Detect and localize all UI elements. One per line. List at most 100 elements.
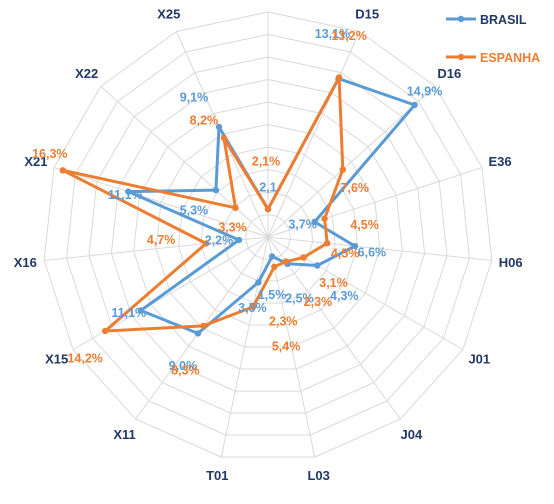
point-espanha-x15 [102, 327, 109, 335]
data-label-espanha-x16: 4,7% [147, 233, 176, 247]
point-brasil-x15 [137, 307, 144, 314]
series-line-espanha [61, 75, 345, 333]
point-brasil-l03 [268, 253, 276, 260]
category-label-j04: J04 [401, 427, 423, 442]
grid-ring [245, 213, 291, 260]
grid-ring [155, 123, 381, 348]
data-label-brasil-e36: 3,7% [288, 217, 317, 231]
category-label-a85: A85 [256, 0, 280, 1]
data-label-brasil-t01: 3,5% [238, 301, 267, 315]
grid-spoke [267, 236, 464, 350]
legend-item-espanha[interactable]: ESPANHA [446, 51, 540, 65]
data-label-brasil-a85: 2,1 [259, 181, 276, 195]
point-espanha-x21 [59, 167, 66, 174]
grid-ring [88, 56, 448, 414]
data-label-espanha-x25: 8,2% [190, 113, 219, 127]
point-espanha-j04 [282, 258, 290, 265]
data-label-espanha-h06: 4,5% [331, 247, 360, 261]
data-label-brasil-x25: 9,1% [180, 91, 209, 105]
grid-spoke [267, 236, 492, 261]
data-label-espanha-l03: 2,3% [269, 314, 298, 328]
data-label-brasil-x16: 2,2% [205, 234, 234, 248]
legend-marker-espanha [457, 53, 465, 61]
data-label-espanha-d16: 7,6% [341, 181, 370, 195]
category-label-x22: X22 [75, 66, 98, 81]
point-brasil-x25 [215, 123, 223, 131]
radar-grid [43, 11, 493, 458]
data-labels: 2,1 13,1% 14,9% 3,7% 6,6% 4,3% 2,5%1,5%3,5% 9,0… [32, 27, 442, 377]
grid-spoke [44, 236, 269, 261]
data-label-espanha-e36: 4,5% [350, 218, 379, 232]
category-label-x16: X16 [14, 255, 37, 270]
grid-spoke [72, 236, 269, 350]
grid-spoke [267, 167, 483, 238]
point-espanha-e36 [321, 215, 328, 222]
data-label-espanha-x11: 8,3% [171, 363, 200, 377]
legend-marker-brasil [457, 15, 465, 23]
data-label-espanha-x22: 3,3% [218, 220, 247, 234]
point-espanha-h06 [324, 240, 331, 247]
point-espanha-a85 [264, 206, 272, 213]
point-espanha-x25 [220, 134, 228, 142]
data-label-brasil-x21: 11,1% [108, 188, 143, 202]
data-label-brasil-l03: 1,5% [258, 288, 287, 302]
point-brasil-h06 [351, 242, 359, 250]
data-label-brasil-j04: 2,5% [285, 291, 314, 305]
point-espanha-x22 [232, 204, 239, 211]
grid-ring [177, 146, 359, 326]
grid-ring [133, 101, 403, 370]
point-brasil-e36 [311, 218, 318, 226]
data-label-brasil-d15: 13,1% [315, 27, 350, 41]
data-label-brasil-x11: 9,0% [169, 359, 198, 373]
data-label-brasil-x22: 5,3% [180, 204, 209, 218]
point-espanha-x11 [200, 322, 207, 330]
legend-item-brasil[interactable]: BRASIL [446, 13, 527, 27]
category-label-x15: X15 [45, 352, 68, 367]
point-espanha-x16 [202, 240, 210, 247]
category-label-d15: D15 [355, 7, 379, 22]
category-labels: A85 D15 D16 E36 H06 J01 J04 L03 T01 X11 X15 X16 X21 X… [14, 0, 523, 483]
data-label-espanha-x21: 16,3% [32, 147, 67, 161]
point-espanha-l03 [271, 263, 278, 270]
grid-spoke [100, 86, 269, 238]
legend-label-espanha: ESPANHA [480, 51, 540, 65]
data-label-brasil-d16: 14,9% [407, 85, 442, 99]
data-label-brasil-j01: 4,3% [330, 289, 359, 303]
grid-spoke [220, 236, 269, 458]
data-label-espanha-j04: 2,3% [304, 295, 333, 309]
data-label-brasil-x15: 11,1% [111, 306, 146, 320]
series-lines [59, 74, 418, 337]
category-label-l03: L03 [307, 468, 329, 483]
point-brasil-x11 [194, 330, 202, 337]
point-brasil-t01 [255, 279, 262, 286]
grid-spoke [267, 31, 360, 238]
category-label-x25: X25 [157, 7, 180, 22]
category-label-j01: J01 [468, 352, 490, 367]
point-brasil-d16 [411, 101, 418, 109]
point-espanha-d15 [335, 74, 343, 81]
point-brasil-x16 [235, 236, 243, 244]
point-espanha-d16 [339, 166, 346, 173]
grid-spoke [267, 236, 316, 458]
data-label-espanha-a85: 2,1% [252, 155, 281, 169]
legend: BRASIL ESPANHA [446, 13, 540, 65]
data-label-espanha-t01: 5,4% [272, 339, 301, 353]
category-label-x21: X21 [24, 154, 47, 169]
grid-spoke [53, 167, 269, 238]
grid-spoke [267, 236, 401, 420]
grid-ring [66, 33, 470, 436]
data-label-espanha-j01: 3,1% [319, 276, 348, 290]
grid-ring [110, 78, 426, 392]
legend-label-brasil: BRASIL [480, 13, 527, 27]
grid-ring [43, 11, 493, 458]
data-label-brasil-h06: 6,6% [358, 246, 387, 260]
data-label-espanha-x15: 14,2% [67, 352, 102, 366]
point-brasil-x21 [125, 188, 132, 195]
category-label-d16: D16 [437, 66, 461, 81]
category-label-h06: H06 [499, 255, 523, 270]
point-espanha-j01 [300, 254, 307, 261]
category-label-t01: T01 [206, 468, 228, 483]
data-label-espanha-d15: 13,2% [331, 29, 366, 43]
point-brasil-j01 [314, 262, 321, 269]
